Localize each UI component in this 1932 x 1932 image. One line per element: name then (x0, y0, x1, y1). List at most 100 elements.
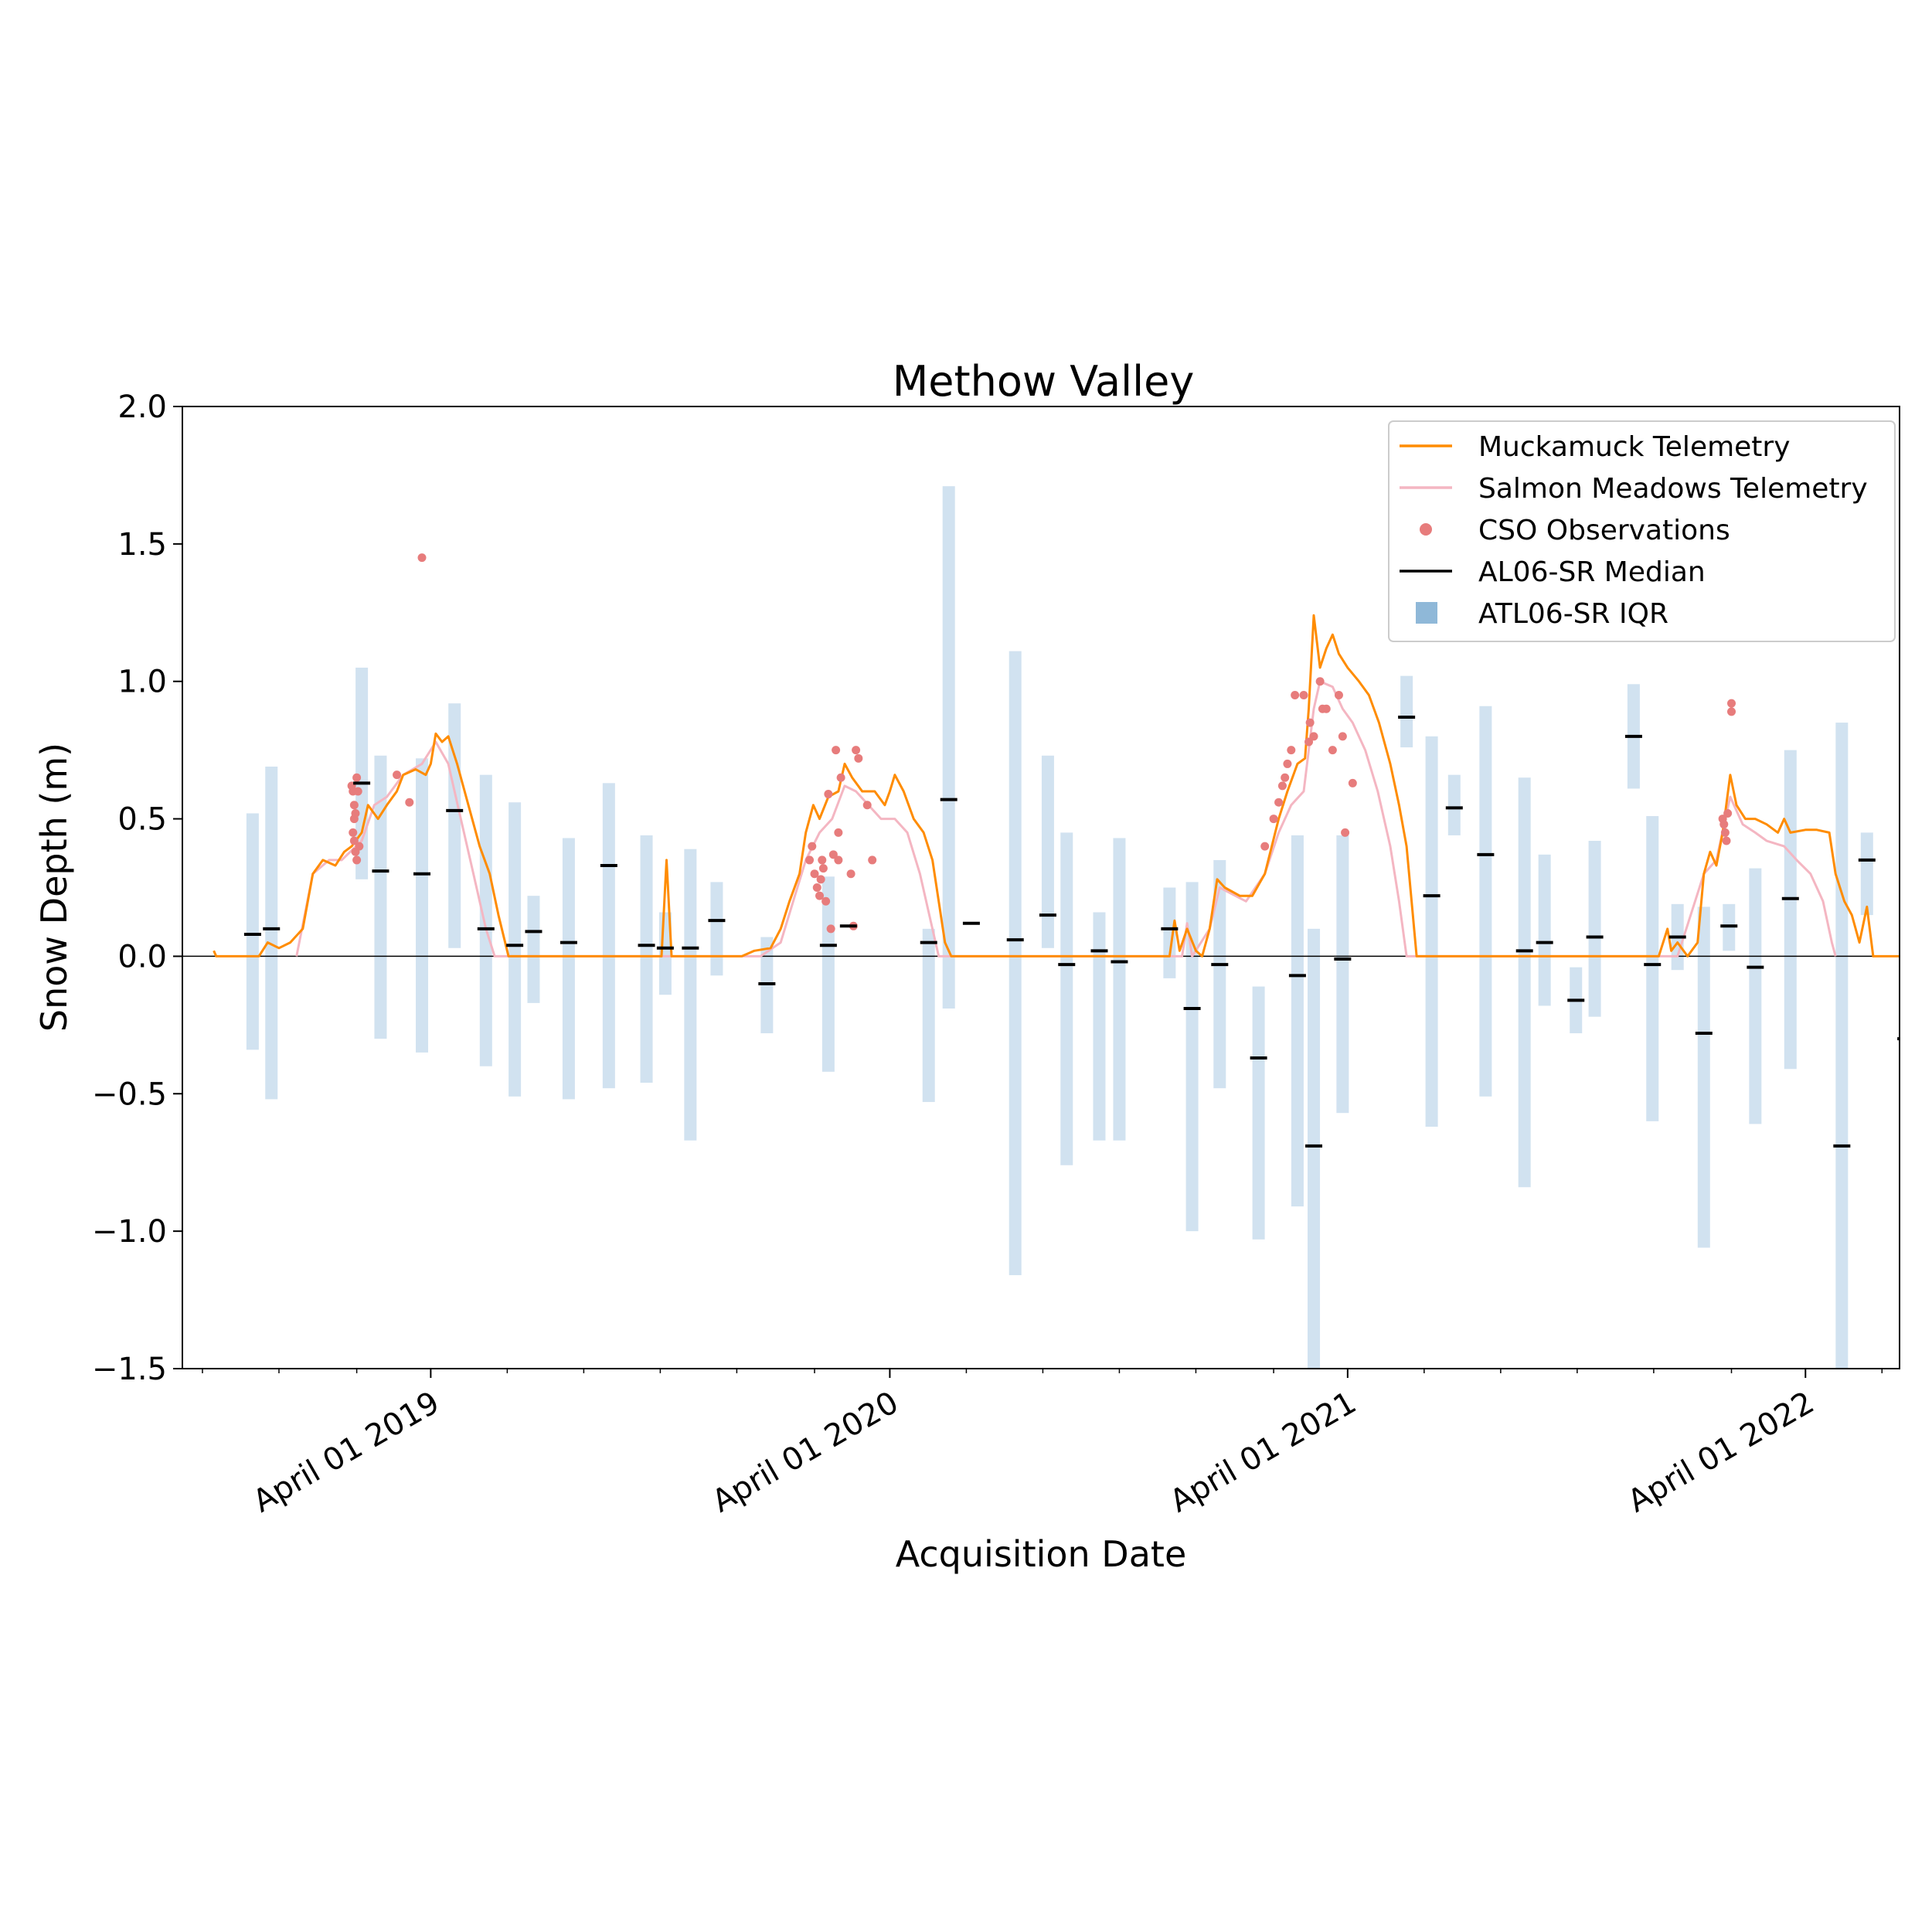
iqr-bar (1041, 755, 1054, 948)
iqr-bar (684, 849, 697, 1141)
x-tick-label: April 01 2021 (1164, 1385, 1362, 1520)
plot-frame (182, 406, 1900, 1369)
cso-point (1287, 746, 1296, 755)
iqr-bar (1425, 736, 1438, 1127)
legend-item: ATL06-SR IQR (1416, 598, 1668, 630)
iqr-bar (1185, 882, 1199, 1232)
cso-point (868, 855, 877, 865)
iqr-bar (1835, 723, 1849, 1369)
y-tick-label: 0.0 (117, 939, 167, 975)
cso-point (824, 790, 833, 799)
iqr-bar (355, 667, 369, 879)
cso-point (349, 836, 359, 845)
legend-item: Muckamuck Telemetry (1400, 431, 1791, 463)
cso-point (405, 798, 414, 807)
y-tick-label: 2.0 (117, 389, 167, 425)
cso-point (815, 891, 825, 900)
cso-point (1334, 691, 1343, 699)
iqr-bar (710, 882, 723, 976)
iqr-bar (1060, 832, 1073, 1165)
iqr-bar (1213, 859, 1226, 1089)
cso-point (818, 864, 828, 873)
iqr-bar (265, 766, 278, 1100)
iqr-bar (942, 486, 955, 1009)
legend-label: CSO Observations (1478, 515, 1730, 546)
iqr-bar (1093, 912, 1106, 1141)
legend-item: CSO Observations (1420, 515, 1730, 546)
cso-point (1723, 808, 1733, 818)
iqr-bar (479, 774, 492, 1066)
cso-point (1321, 704, 1331, 713)
y-tick-label: −0.5 (92, 1077, 167, 1112)
cso-point (417, 553, 427, 563)
cso-point (812, 883, 821, 892)
iqr-bar (1291, 835, 1304, 1207)
iqr-bar (1009, 651, 1022, 1276)
legend-label: AL06-SR Median (1478, 556, 1706, 588)
cso-point (1283, 759, 1292, 768)
cso-point (1291, 691, 1300, 699)
plot-area (182, 486, 1912, 1369)
cso-point (821, 896, 831, 906)
iqr-bar (1336, 835, 1349, 1114)
iqr-bar (1646, 816, 1659, 1121)
iqr-bar (1900, 885, 1912, 1174)
cso-point (352, 855, 362, 865)
cso-point (355, 842, 364, 851)
iqr-bar (1400, 675, 1413, 748)
legend-swatch-square (1416, 602, 1437, 624)
legend-label: Salmon Meadows Telemetry (1478, 473, 1868, 505)
series-line-muckamuck (213, 614, 1900, 957)
cso-point (353, 787, 362, 796)
iqr-bar (821, 876, 835, 1072)
iqr-bar (640, 835, 653, 1083)
x-tick-label: April 01 2022 (1622, 1385, 1820, 1520)
legend-item: Salmon Meadows Telemetry (1400, 473, 1868, 505)
iqr-bar (1697, 906, 1710, 1248)
legend: Muckamuck Telemetry Salmon Meadows Teleme… (1388, 420, 1896, 642)
iqr-bar (1518, 777, 1531, 1188)
iqr-bar (922, 928, 935, 1102)
iqr-bar (562, 838, 575, 1100)
iqr-bar (1588, 841, 1601, 1017)
x-axis-label: Acquisition Date (896, 1533, 1187, 1575)
cso-point (1315, 677, 1325, 686)
cso-point (828, 850, 838, 859)
legend-swatch-dot (1420, 523, 1432, 536)
iqr-bar (509, 802, 522, 1097)
cso-point (836, 773, 845, 782)
y-tick-label: 1.0 (117, 665, 167, 700)
iqr-bar (1308, 928, 1321, 1369)
iqr-bar (1784, 750, 1797, 1070)
cso-point (1720, 828, 1730, 837)
iqr-bar (527, 896, 540, 1003)
cso-point (1305, 718, 1315, 727)
cso-point (1304, 737, 1314, 747)
cso-point (816, 875, 825, 884)
legend-item: AL06-SR Median (1400, 556, 1706, 588)
iqr-bar (1113, 838, 1126, 1141)
x-tick-label: April 01 2020 (706, 1385, 904, 1520)
iqr-bar (1447, 774, 1461, 835)
y-tick-label: −1.0 (92, 1214, 167, 1250)
cso-point (852, 746, 861, 755)
cso-point (826, 924, 835, 934)
cso-point (1719, 820, 1729, 829)
cso-point (1341, 828, 1350, 837)
series-line-salmon-meadows (295, 680, 1837, 957)
cso-point (862, 801, 872, 810)
iqr-bar (1252, 986, 1265, 1240)
iqr-bar (602, 783, 615, 1089)
cso-point (1260, 842, 1270, 851)
cso-point (1309, 732, 1318, 741)
legend-label: ATL06-SR IQR (1478, 598, 1668, 630)
cso-point (818, 855, 827, 865)
cso-point (1727, 707, 1736, 716)
cso-point (1348, 778, 1357, 787)
iqr-bar (1749, 868, 1762, 1124)
cso-point (832, 746, 841, 755)
x-tick-label: April 01 2019 (247, 1385, 445, 1520)
cso-point (1277, 781, 1287, 791)
y-tick-label: −1.5 (92, 1352, 167, 1387)
